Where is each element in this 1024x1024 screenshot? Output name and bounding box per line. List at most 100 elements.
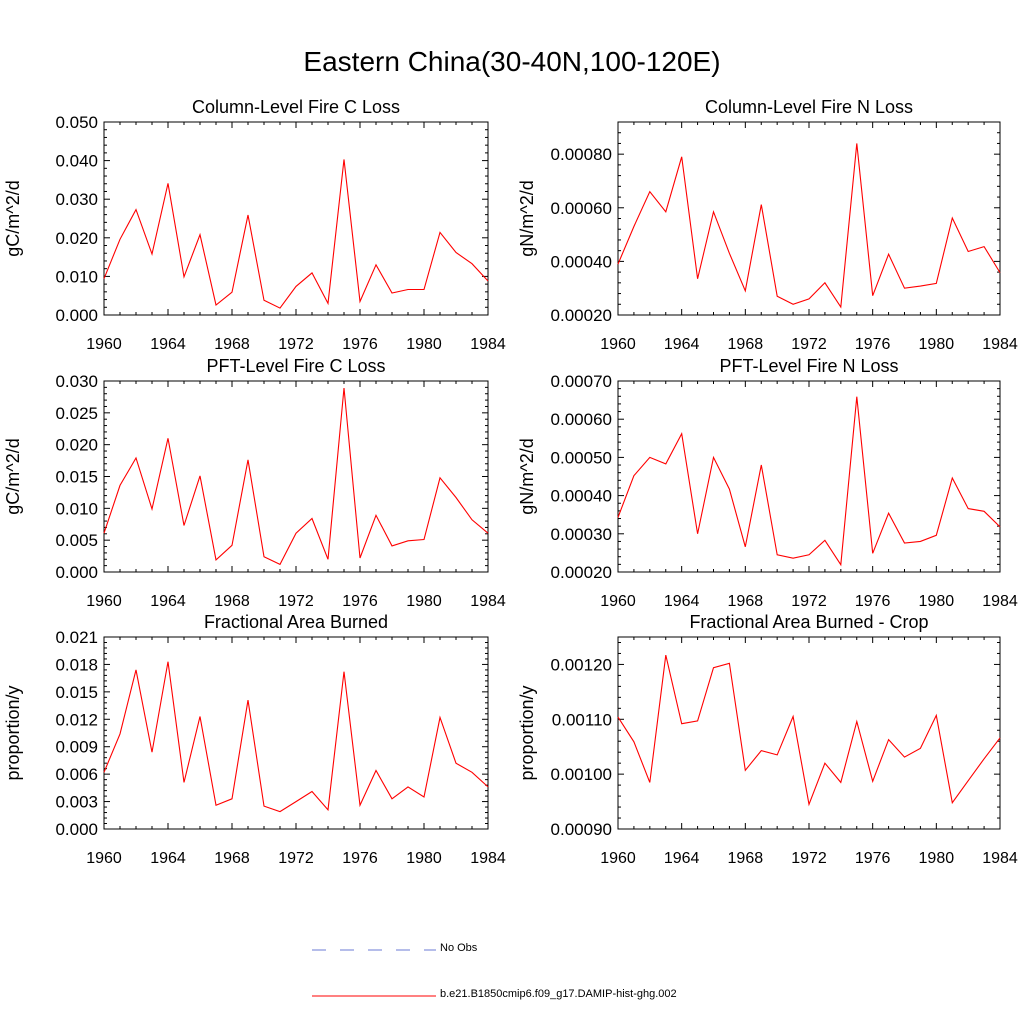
panel-4-ytick-label: 0.00030 xyxy=(551,525,612,544)
panel-3-xtick-label: 1976 xyxy=(342,593,378,610)
panel-1-xtick-label: 1968 xyxy=(214,336,250,353)
panel-5-xtick-label: 1976 xyxy=(342,850,378,867)
panel-2-ylabel: gN/m^2/d xyxy=(517,180,537,256)
panel-5-ytick-label: 0.003 xyxy=(55,793,98,812)
panel-3-xtick-label: 1968 xyxy=(214,593,250,610)
panel-2-xtick-label: 1984 xyxy=(982,336,1018,353)
panel-6-xtick-label: 1972 xyxy=(791,850,827,867)
panel-3-ytick-label: 0.015 xyxy=(55,468,98,487)
panel-4-ytick-label: 0.00040 xyxy=(551,487,612,506)
panel-2-ytick-label: 0.00020 xyxy=(551,306,612,325)
panel-6-xtick-label: 1968 xyxy=(728,850,764,867)
panel-5-ytick-label: 0.015 xyxy=(55,683,98,702)
panel-6-xtick-label: 1980 xyxy=(919,850,955,867)
panel-6-ytick-label: 0.00120 xyxy=(551,655,612,674)
panel-4-xtick-label: 1960 xyxy=(600,593,636,610)
panel-1-ytick-label: 0.010 xyxy=(55,267,98,286)
panel-3-series-line-1 xyxy=(103,387,489,566)
panel-4-xtick-label: 1968 xyxy=(728,593,764,610)
panel-4-ylabel: gN/m^2/d xyxy=(517,438,537,514)
panel-5-ytick-label: 0.006 xyxy=(55,765,98,784)
panel-4-series-line-1 xyxy=(617,396,1001,567)
panel-1-ytick-label: 0.030 xyxy=(55,190,98,209)
panel-4-xtick-label: 1976 xyxy=(855,593,891,610)
panel-1-ytick-label: 0.000 xyxy=(55,306,98,325)
panel-1-series-line-1 xyxy=(103,159,489,309)
panel-1-xtick-label: 1964 xyxy=(150,336,186,353)
panel-5-xtick-label: 1972 xyxy=(278,850,314,867)
panel-6-ytick-label: 0.00110 xyxy=(552,710,612,729)
panel-3-ytick-label: 0.020 xyxy=(55,436,98,455)
panel-5-ytick-label: 0.021 xyxy=(55,628,98,647)
panel-5-series-line-1 xyxy=(103,661,489,813)
panel-6-xtick-label: 1960 xyxy=(600,850,636,867)
panel-1-xtick-label: 1976 xyxy=(342,336,378,353)
legend-swatch-solid xyxy=(312,995,436,997)
panel-3-xtick-label: 1964 xyxy=(150,593,186,610)
panel-4-ytick-label: 0.00060 xyxy=(551,410,612,429)
panel-1-xtick-label: 1980 xyxy=(406,336,442,353)
panel-4-ytick-label: 0.00020 xyxy=(551,563,612,582)
panel-1-xtick-label: 1960 xyxy=(86,336,122,353)
panel-3-title: PFT-Level Fire C Loss xyxy=(206,356,385,376)
panel-6-xtick-label: 1984 xyxy=(982,850,1018,867)
panel-6-title: Fractional Area Burned - Crop xyxy=(689,612,928,632)
panel-1-ytick-label: 0.050 xyxy=(55,113,98,132)
panel-3-xtick-label: 1972 xyxy=(278,593,314,610)
panel-1-ytick-label: 0.040 xyxy=(55,152,98,171)
panel-5-xtick-label: 1960 xyxy=(86,850,122,867)
panel-2-plot-frame xyxy=(617,121,1001,316)
panel-6: 1960 1964 1968 1972 1976 1980 1984 0.00090 0.001… xyxy=(517,612,1018,867)
panel-3-ytick-label: 0.010 xyxy=(55,499,98,518)
panel-6-ytick-label: 0.00090 xyxy=(551,820,612,839)
panel-1-ylabel: gC/m^2/d xyxy=(3,180,23,256)
panel-3-ytick-label: 0.000 xyxy=(55,563,98,582)
panel-3-xtick-label: 1980 xyxy=(406,593,442,610)
panel-1-xtick-label: 1984 xyxy=(470,336,506,353)
panel-1-ytick-label: 0.020 xyxy=(55,229,98,248)
panel-5-title: Fractional Area Burned xyxy=(204,612,388,632)
panel-2-ytick-label: 0.00040 xyxy=(551,252,612,271)
panel-4-xtick-label: 1984 xyxy=(982,593,1018,610)
panel-2-xtick-label: 1972 xyxy=(791,336,827,353)
panel-4-xtick-label: 1980 xyxy=(919,593,955,610)
panel-3-ylabel: gC/m^2/d xyxy=(3,438,23,514)
panel-2-ytick-label: 0.00080 xyxy=(551,145,612,164)
panel-5-xtick-label: 1964 xyxy=(150,850,186,867)
legend-label-model-run: b.e21.B1850cmip6.f09_g17.DAMIP-hist-ghg.… xyxy=(440,988,677,1000)
panel-5-xtick-label: 1980 xyxy=(406,850,442,867)
panel-3-xtick-label: 1960 xyxy=(86,593,122,610)
panel-2-ytick-label: 0.00060 xyxy=(551,199,612,218)
panel-4-xtick-label: 1972 xyxy=(791,593,827,610)
panel-4-plot-frame xyxy=(617,380,1001,573)
panel-3-ytick-label: 0.005 xyxy=(55,531,98,550)
panel-2-series-line-1 xyxy=(617,143,1001,309)
panel-3-plot-frame xyxy=(103,380,489,573)
panel-5-ytick-label: 0.012 xyxy=(55,710,98,729)
panel-4-title: PFT-Level Fire N Loss xyxy=(719,356,898,376)
legend-label-no-obs: No Obs xyxy=(440,942,478,954)
panel-3-ytick-label: 0.030 xyxy=(55,372,98,391)
panel-4-ytick-label: 0.00070 xyxy=(551,372,612,391)
panel-2-xtick-label: 1968 xyxy=(728,336,764,353)
panel-5-ylabel: proportion/y xyxy=(3,685,23,780)
panel-1: 1960 1964 1968 1972 1976 1980 1984 0.000 0.010 0.… xyxy=(3,97,506,353)
panel-2-xtick-label: 1960 xyxy=(600,336,636,353)
panel-5-ytick-label: 0.009 xyxy=(55,738,98,757)
panel-5-ytick-label: 0.018 xyxy=(55,655,98,674)
panel-6-xtick-label: 1976 xyxy=(855,850,891,867)
panel-2-xtick-label: 1976 xyxy=(855,336,891,353)
panel-6-plot-frame xyxy=(617,636,1001,830)
panel-2-title: Column-Level Fire N Loss xyxy=(705,97,913,117)
panel-3: 1960 1964 1968 1972 1976 1980 1984 0.000 0.005 0.… xyxy=(3,356,506,610)
panel-6-xtick-label: 1964 xyxy=(664,850,700,867)
panel-3-ytick-label: 0.025 xyxy=(55,404,98,423)
panel-5: 1960 1964 1968 1972 1976 1980 1984 0.000 0.003 0.… xyxy=(3,612,506,867)
legend-swatch-dashed xyxy=(312,949,436,951)
panel-1-xtick-label: 1972 xyxy=(278,336,314,353)
panel-5-ytick-label: 0.000 xyxy=(55,820,98,839)
panel-6-ylabel: proportion/y xyxy=(517,685,537,780)
figure-title: Eastern China(30-40N,100-120E) xyxy=(303,46,721,77)
panel-2-xtick-label: 1980 xyxy=(919,336,955,353)
